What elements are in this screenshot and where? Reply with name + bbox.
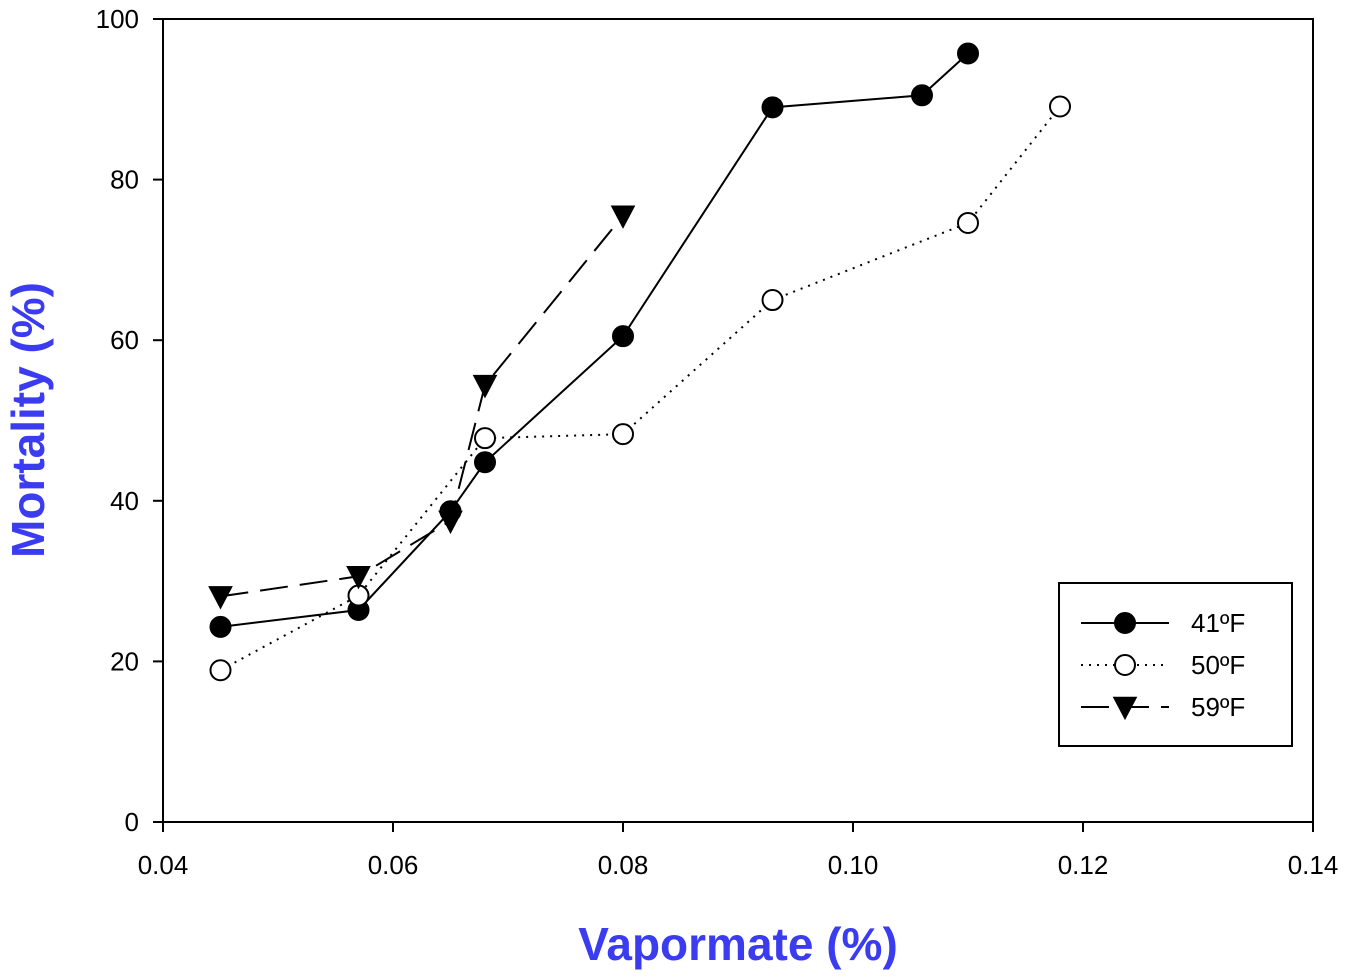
data-point-series-2 bbox=[610, 205, 636, 229]
legend-label-1: 50ºF bbox=[1191, 650, 1245, 680]
data-point-series-1 bbox=[612, 423, 634, 446]
series-0 bbox=[209, 42, 979, 638]
data-point-series-0 bbox=[474, 451, 496, 474]
y-tick-label: 80 bbox=[110, 165, 139, 195]
x-tick-label: 0.14 bbox=[1288, 850, 1339, 880]
data-point-series-1 bbox=[1049, 95, 1071, 118]
y-tick-label: 0 bbox=[125, 807, 139, 837]
data-point-series-1 bbox=[209, 659, 232, 682]
legend-marker-0 bbox=[1114, 612, 1136, 634]
legend-marker-2 bbox=[1112, 696, 1138, 721]
data-point-series-2 bbox=[472, 374, 498, 399]
data-point-series-0 bbox=[612, 325, 634, 348]
data-point-series-1 bbox=[761, 289, 784, 312]
series-2 bbox=[208, 205, 636, 610]
series-line-2 bbox=[220, 215, 624, 598]
series-line-1 bbox=[220, 105, 1061, 672]
x-tick-label: 0.10 bbox=[828, 850, 879, 880]
data-point-series-2 bbox=[346, 566, 371, 590]
y-axis-title: Mortality (%) bbox=[2, 282, 54, 558]
x-tick-label: 0.04 bbox=[138, 850, 189, 880]
x-tick-label: 0.08 bbox=[598, 850, 649, 880]
data-point-series-2 bbox=[208, 586, 233, 610]
data-point-series-0 bbox=[761, 96, 784, 119]
legend-label-0: 41ºF bbox=[1191, 608, 1245, 638]
x-tick-label: 0.12 bbox=[1058, 850, 1109, 880]
legend-label-2: 59ºF bbox=[1191, 692, 1245, 722]
data-point-series-0 bbox=[911, 84, 933, 107]
data-point-series-1 bbox=[957, 211, 979, 234]
data-point-series-2 bbox=[438, 510, 463, 535]
y-tick-label: 40 bbox=[110, 486, 139, 516]
plot-frame bbox=[162, 18, 1314, 823]
data-point-series-0 bbox=[209, 615, 232, 638]
legend-marker-1 bbox=[1114, 654, 1136, 676]
series-1 bbox=[209, 95, 1071, 682]
x-axis-title: Vapormate (%) bbox=[578, 918, 898, 970]
data-point-series-0 bbox=[957, 42, 979, 65]
y-tick-label: 60 bbox=[110, 325, 139, 355]
legend-box bbox=[1058, 582, 1293, 747]
y-tick-label: 100 bbox=[96, 4, 139, 34]
data-point-series-1 bbox=[474, 427, 496, 450]
x-tick-label: 0.06 bbox=[368, 850, 419, 880]
series-line-0 bbox=[220, 52, 969, 628]
y-tick-label: 20 bbox=[110, 646, 139, 676]
